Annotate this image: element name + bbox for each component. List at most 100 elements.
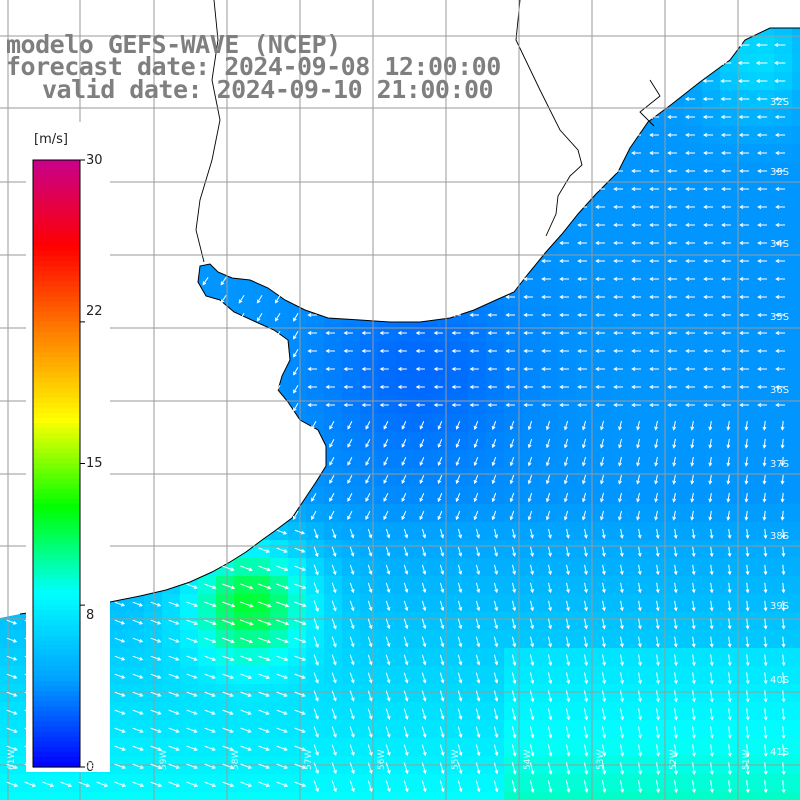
wind-arrow [631, 385, 642, 389]
wind-arrow [313, 708, 319, 720]
wind-arrow [186, 727, 198, 733]
wind-arrow [349, 582, 355, 594]
wind-arrow [709, 726, 714, 739]
wind-arrow [347, 510, 353, 521]
wind-arrow [584, 690, 589, 703]
wind-arrow [493, 762, 499, 775]
wind-arrow [600, 456, 605, 467]
wind-arrow [349, 780, 355, 793]
wind-arrow [455, 492, 461, 503]
wind-arrow [703, 295, 714, 299]
wind-arrow [401, 457, 407, 466]
wind-arrow [631, 241, 642, 245]
wind-arrow [566, 546, 570, 557]
lon-label-57w: 57W [304, 749, 314, 770]
wind-arrow [667, 259, 678, 263]
wind-arrow [781, 546, 786, 558]
wind-arrow [577, 259, 588, 263]
colorbar-tick-30: 30 [86, 153, 103, 168]
wind-arrow [347, 457, 353, 466]
wind-arrow [685, 151, 696, 155]
wind-arrow [294, 583, 307, 590]
wind-arrow [24, 781, 37, 787]
wind-arrow [307, 385, 317, 389]
wind-arrow [421, 762, 427, 775]
wind-arrow [745, 636, 750, 648]
wind-arrow [780, 438, 785, 449]
wind-arrow [595, 331, 606, 335]
wind-arrow [487, 313, 497, 317]
wind-arrow [150, 673, 162, 679]
wind-arrow [367, 690, 373, 702]
wind-arrow [257, 583, 272, 590]
colorbar-segment [33, 160, 80, 166]
wind-arrow [739, 349, 750, 353]
colorbar-segment [33, 392, 80, 399]
wind-arrow [618, 474, 622, 485]
colorbar-segment [33, 362, 80, 368]
wind-arrow [294, 745, 306, 751]
wind-arrow [114, 655, 126, 661]
colorbar-segment [33, 514, 80, 520]
wind-arrow [276, 547, 288, 553]
wind-arrow [745, 726, 750, 739]
wind-arrow [709, 744, 714, 757]
colorbar-segment [33, 524, 80, 530]
wind-arrow [775, 385, 786, 389]
colorbar-segment [33, 417, 80, 424]
wind-arrow [739, 313, 750, 317]
wind-arrow [637, 564, 642, 576]
wind-arrow [168, 637, 180, 643]
wind-arrow [636, 492, 640, 503]
wind-arrow [631, 367, 642, 371]
wind-arrow [721, 331, 732, 335]
wind-arrow [257, 619, 272, 626]
wind-arrow [347, 439, 353, 448]
wind-arrow [365, 492, 371, 502]
wind-arrow [114, 727, 126, 733]
wind-arrow [421, 636, 427, 648]
wind-arrow [114, 763, 127, 769]
wind-arrow [763, 726, 768, 739]
wind-arrow [307, 403, 317, 407]
wind-arrow [774, 97, 786, 101]
colorbar-segment [33, 448, 80, 454]
wind-arrow [541, 313, 552, 317]
wind-arrow [222, 673, 235, 679]
wind-arrow [276, 781, 289, 787]
wind-arrow [720, 97, 732, 101]
wind-arrow [649, 277, 660, 281]
wind-arrow [455, 474, 461, 485]
wind-arrow [529, 780, 535, 793]
colorbar-segment [33, 337, 80, 343]
wind-arrow [475, 726, 481, 739]
wind-arrow [168, 781, 181, 787]
wind-arrow [673, 600, 678, 612]
wind-arrow [313, 690, 319, 702]
wind-arrow [276, 655, 289, 662]
wind-arrow [421, 564, 427, 575]
wind-arrow [385, 690, 391, 702]
wind-arrow [619, 600, 624, 612]
colorbar-segment [33, 281, 80, 288]
wind-arrow [702, 97, 714, 101]
wind-arrow [703, 259, 714, 263]
wind-arrow [401, 474, 407, 484]
wind-arrow [655, 546, 660, 558]
colorbar-segment [33, 473, 80, 480]
wind-arrow [349, 636, 355, 648]
wind-arrow [757, 151, 768, 155]
wind-arrow [527, 510, 533, 521]
wind-arrow [469, 331, 479, 335]
wind-arrow [745, 672, 750, 685]
wind-arrow [727, 690, 732, 703]
wind-arrow [649, 295, 660, 299]
wind-arrow [775, 367, 786, 371]
wind-arrow [709, 690, 714, 703]
wind-arrow [774, 61, 786, 65]
wind-arrow [727, 726, 732, 739]
wind-arrow [721, 403, 732, 407]
colorbar-tick-22: 22 [86, 304, 103, 319]
wind-arrow [649, 169, 660, 173]
wind-arrow [403, 582, 409, 594]
